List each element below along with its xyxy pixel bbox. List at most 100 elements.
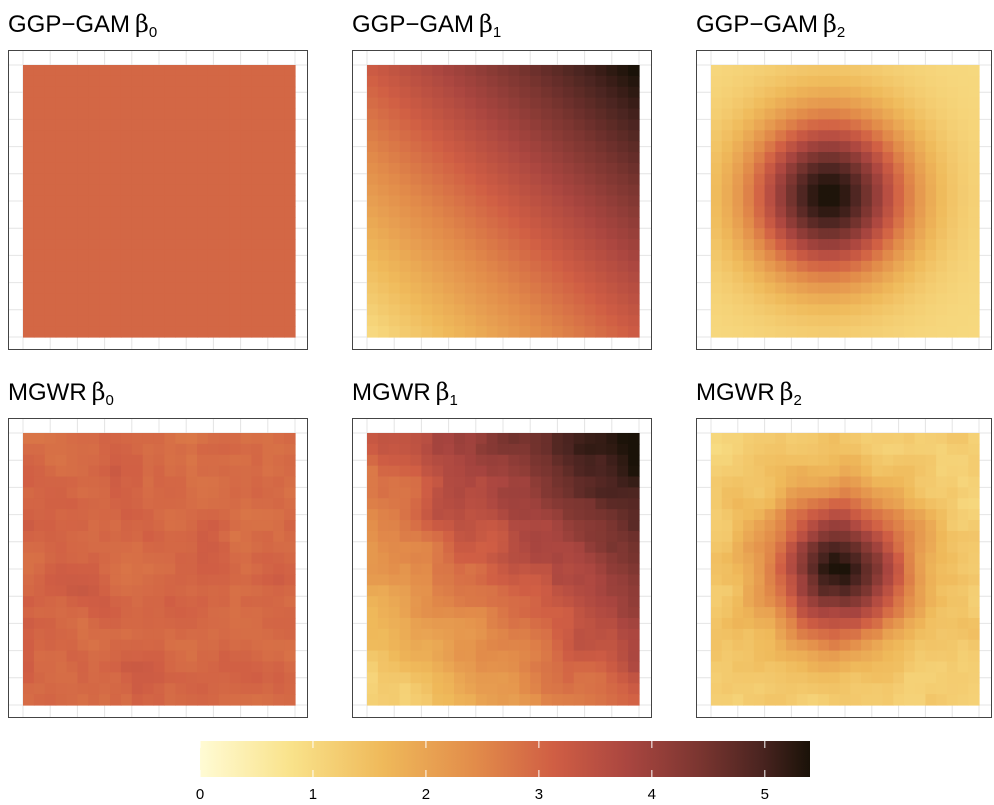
heatmap-cell: [367, 443, 379, 456]
panel-method: MGWR: [696, 379, 775, 406]
heatmap-cell: [606, 239, 618, 251]
heatmap-cell: [903, 239, 916, 251]
heatmap-cell: [399, 530, 412, 543]
heatmap-cell: [721, 639, 734, 652]
heatmap-cell: [764, 162, 776, 175]
heatmap-cell: [957, 228, 969, 240]
heatmap-cell: [925, 650, 937, 663]
heatmap-cell: [711, 465, 723, 478]
heatmap-cell: [88, 75, 100, 88]
heatmap-cell: [410, 162, 422, 175]
heatmap-cell: [240, 108, 253, 120]
heatmap-cell: [377, 173, 390, 186]
heatmap-cell: [164, 520, 176, 532]
heatmap-cell: [88, 433, 100, 445]
heatmap-cell: [186, 65, 198, 77]
heatmap-cell: [229, 228, 242, 240]
heatmap-cell: [486, 65, 499, 77]
heatmap-cell: [617, 617, 629, 630]
heatmap-cell: [399, 607, 412, 619]
heatmap-cell: [508, 694, 520, 706]
heatmap-cell: [711, 293, 723, 305]
heatmap-cell: [946, 108, 959, 120]
heatmap-cell: [377, 683, 390, 695]
heatmap-cell: [839, 260, 851, 273]
heatmap-cell: [367, 217, 379, 229]
heatmap-cell: [273, 119, 285, 131]
heatmap-cell: [175, 152, 187, 164]
heatmap-cell: [388, 108, 401, 120]
heatmap-cell: [207, 141, 220, 153]
heatmap-cell: [486, 195, 499, 208]
heatmap-cell: [743, 239, 755, 251]
heatmap-cell: [753, 130, 766, 142]
heatmap-cell: [110, 574, 122, 586]
heatmap-cell: [743, 119, 755, 131]
heatmap-cell: [925, 326, 937, 338]
heatmap-cell: [882, 86, 894, 99]
heatmap-cell: [377, 97, 390, 110]
heatmap-cell: [175, 97, 187, 110]
heatmap-cell: [251, 315, 263, 327]
heatmap-cell: [957, 509, 969, 521]
heatmap-cell: [142, 650, 155, 663]
colorbar: [200, 741, 810, 777]
heatmap-cell: [861, 119, 873, 131]
heatmap-cell: [421, 260, 433, 273]
heatmap-cell: [175, 162, 187, 175]
heatmap-cell: [110, 206, 122, 218]
heatmap-cell: [721, 650, 734, 663]
heatmap-cell: [207, 195, 220, 208]
heatmap-cell: [957, 433, 969, 445]
heatmap-cell: [839, 552, 851, 565]
heatmap-cell: [432, 585, 444, 597]
heatmap-cell: [893, 97, 905, 110]
heatmap-cell: [464, 585, 477, 597]
heatmap-cell: [584, 509, 597, 521]
heatmap-cell: [775, 476, 787, 488]
heatmap-cell: [882, 108, 894, 120]
heatmap-cell: [871, 228, 884, 240]
heatmap-cell: [486, 487, 499, 499]
heatmap-cell: [743, 476, 755, 488]
heatmap-cell: [207, 563, 220, 576]
heatmap-cell: [23, 184, 35, 197]
heatmap-cell: [628, 130, 640, 142]
heatmap-cell: [595, 239, 607, 251]
heatmap-cell: [153, 530, 166, 543]
heatmap-cell: [486, 206, 499, 218]
heatmap-cell: [207, 617, 220, 630]
heatmap-cell: [186, 694, 198, 706]
heatmap-cell: [88, 596, 100, 608]
heatmap-cell: [595, 650, 607, 663]
heatmap-cell: [946, 650, 959, 663]
heatmap-cell: [240, 152, 253, 164]
heatmap-cell: [519, 304, 531, 316]
heatmap-cell: [606, 520, 618, 532]
heatmap-cell: [925, 487, 937, 499]
heatmap-cell: [968, 487, 980, 499]
heatmap-cell: [421, 239, 433, 251]
heatmap-cell: [207, 520, 220, 532]
heatmap-cell: [828, 239, 841, 251]
heatmap-cell: [807, 195, 819, 208]
heatmap-cell: [936, 465, 948, 478]
heatmap-cell: [957, 454, 969, 467]
heatmap-cell: [721, 65, 734, 77]
heatmap-cell: [66, 454, 78, 467]
heatmap-cell: [284, 530, 296, 543]
heatmap-cell: [367, 552, 379, 565]
heatmap-cell: [786, 487, 798, 499]
heatmap-cell: [454, 119, 466, 131]
heatmap-cell: [66, 249, 78, 262]
heatmap-cell: [464, 65, 477, 77]
heatmap-cell: [218, 672, 231, 684]
heatmap-cell: [946, 563, 959, 576]
heatmap-cell: [711, 86, 723, 99]
heatmap-cell: [796, 650, 809, 663]
heatmap-cell: [153, 162, 166, 175]
heatmap-cell: [807, 454, 819, 467]
heatmap-cell: [218, 541, 231, 554]
heatmap-cell: [850, 628, 862, 641]
panel-subscript: 1: [449, 392, 458, 409]
